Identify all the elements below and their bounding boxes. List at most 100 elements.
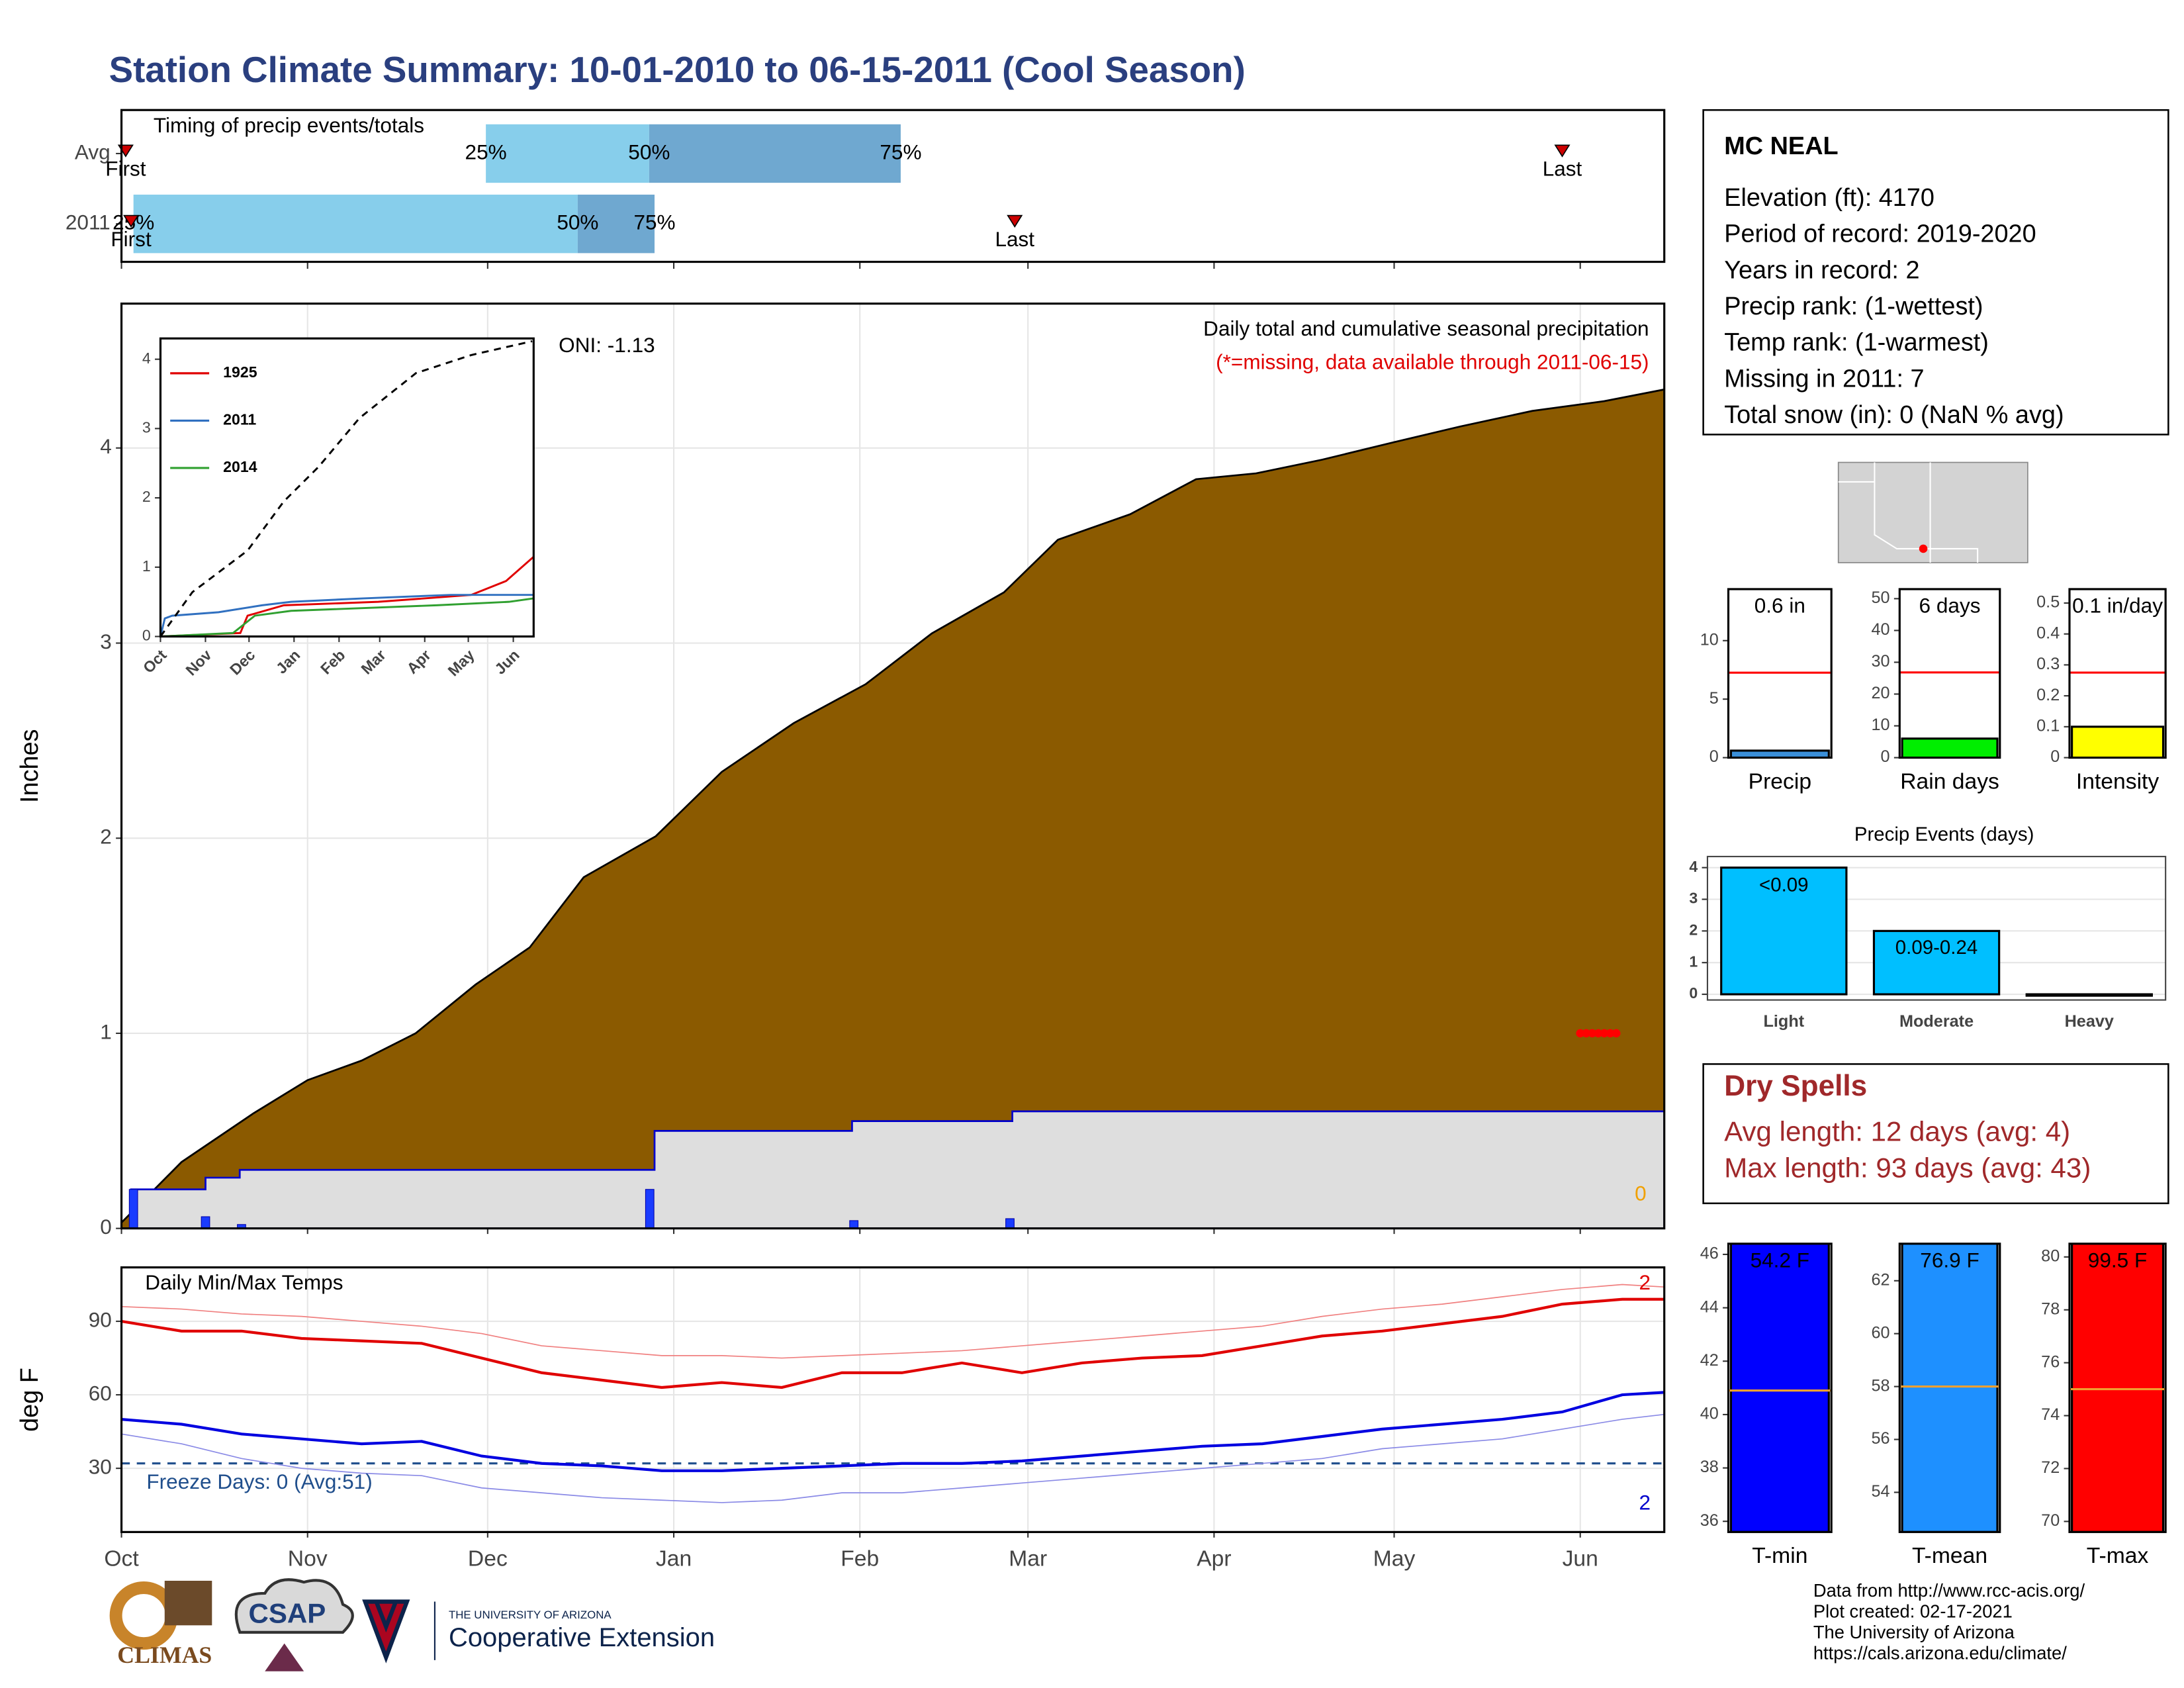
legend-label: 2011 — [223, 411, 256, 428]
footer-line: Data from http://www.rcc-acis.org/ — [1813, 1580, 2085, 1601]
y-tick-label: 3 — [1689, 890, 1698, 907]
y-tick-label: 5 — [1709, 689, 1719, 708]
x-tick-label: Mar — [357, 646, 388, 677]
annotation: (*=missing, data available through 2011-… — [1216, 350, 1649, 373]
page-title: Station Climate Summary: 10-01-2010 to 0… — [109, 49, 1246, 90]
y-tick-label: 2 — [142, 488, 151, 505]
annotation: 2 — [1639, 1270, 1651, 1294]
dry-spell-line: Avg length: 12 days (avg: 4) — [1724, 1116, 2070, 1147]
y-tick-label: 1 — [100, 1019, 112, 1043]
plot-bg — [160, 338, 534, 637]
legend-label: 2014 — [223, 458, 257, 475]
missing-marker — [1582, 1029, 1591, 1038]
station-name: MC NEAL — [1724, 132, 1838, 160]
x-tick-label: Jun — [1563, 1546, 1598, 1571]
y-tick-label: 20 — [1871, 684, 1889, 702]
plot-area — [2071, 726, 2165, 758]
footer-line: Plot created: 02-17-2021 — [1813, 1601, 2013, 1622]
value-label: 0.6 in — [1754, 594, 1805, 619]
x-tick-label: Jun — [491, 646, 522, 677]
y-tick-label: 78 — [2041, 1299, 2060, 1318]
category-label: Precip — [1749, 769, 1811, 794]
x-tick-label: Jan — [656, 1546, 692, 1571]
y-tick-label: 0.4 — [2036, 624, 2060, 642]
x-tick-label: Feb — [317, 646, 348, 677]
series-line — [121, 1284, 1664, 1359]
category-label: Intensity — [2076, 769, 2160, 794]
series-line — [121, 1413, 1664, 1503]
value-label: 54.2 F — [1750, 1249, 1810, 1274]
daily-bar — [201, 1216, 210, 1229]
bar — [1901, 1243, 1999, 1532]
plot-frame — [2068, 1243, 2167, 1533]
timing-bar — [486, 124, 649, 183]
value-label-box: <0.09 — [1758, 873, 1809, 896]
y-tick-label: 10 — [1871, 716, 1889, 734]
logo-ua: THE UNIVERSITY OF ARIZONA — [449, 1609, 612, 1621]
timing-bar — [577, 195, 655, 254]
legend-label: 1925 — [223, 363, 257, 381]
annotation: ONI: -1.13 — [559, 333, 655, 357]
y-tick-label: 0 — [2050, 747, 2060, 766]
category-label: Rain days — [1900, 769, 1999, 794]
y-tick-label: 54 — [1871, 1482, 1889, 1501]
value-label-box: 0.09-0.24 — [1895, 937, 1978, 959]
category-label: T-mean — [1912, 1544, 1987, 1568]
footer-line: The University of Arizona — [1813, 1622, 2015, 1642]
chart-title: Precip Events (days) — [1854, 823, 2034, 845]
series-line — [121, 1391, 1664, 1472]
x-tick-label: Oct — [104, 1546, 139, 1571]
bar — [1729, 1243, 1830, 1532]
annotation: Freeze Days: 0 (Avg:51) — [146, 1470, 372, 1493]
bar — [1729, 749, 1830, 758]
state-map — [1837, 461, 2028, 563]
bar — [2025, 993, 2153, 997]
y-tick-label: 4 — [100, 434, 112, 458]
plot-area — [1901, 737, 1999, 758]
y-tick-label: 3 — [100, 630, 112, 653]
y-tick-label: 36 — [1700, 1511, 1719, 1530]
value-label: 0.1 in/day — [2072, 594, 2163, 619]
y-axis-label: deg F — [16, 1368, 44, 1432]
event-label: Last — [995, 227, 1034, 251]
x-tick-label: Nov — [182, 646, 214, 679]
bar — [1872, 929, 2001, 996]
timing-title: Timing of precip events/totals — [154, 113, 424, 137]
y-tick-label: 1 — [1689, 953, 1698, 970]
value-label-box: 76.9 F — [1920, 1249, 1979, 1274]
y-tick-label: 30 — [89, 1454, 112, 1478]
daily-bar — [1005, 1218, 1015, 1229]
plot-area — [1729, 749, 1830, 758]
timing-marker — [1007, 214, 1023, 228]
plot-area — [160, 340, 534, 637]
y-tick-label: 60 — [89, 1381, 112, 1405]
missing-marker — [1600, 1029, 1609, 1038]
y-tick-label: 90 — [89, 1307, 112, 1331]
plot-frame — [1727, 588, 1833, 759]
value-label: 6 days — [1919, 594, 1981, 619]
y-tick-label: 56 — [1871, 1429, 1889, 1448]
x-tick-label: Dec — [226, 646, 258, 678]
category-label: T-min — [1752, 1544, 1807, 1568]
value-label: 76.9 F — [1920, 1249, 1979, 1274]
y-tick-label: 44 — [1700, 1297, 1719, 1316]
plot-area — [2071, 1243, 2165, 1532]
y-tick-label: 2 — [1689, 921, 1698, 938]
event-label: First — [105, 157, 146, 181]
quartile-label: 75% — [880, 140, 921, 164]
x-tick-label: Oct — [140, 646, 170, 677]
series-line — [160, 555, 534, 637]
logo-climas: CLIMAS — [117, 1642, 212, 1668]
station-line: Missing in 2011: 7 — [1724, 365, 1924, 393]
station-line: Years in record: 2 — [1724, 256, 1919, 284]
plot-frame — [120, 303, 1666, 1230]
value-label: <0.09 — [1758, 873, 1809, 896]
x-tick-label: Apr — [403, 646, 434, 677]
missing-marker — [1576, 1029, 1585, 1038]
daily-bar — [128, 1189, 138, 1229]
plot-frame — [120, 109, 1666, 263]
plot-area — [1901, 1243, 1999, 1532]
station-panel — [1702, 109, 2169, 436]
station-line: Precip rank: (1-wettest) — [1724, 293, 1983, 320]
